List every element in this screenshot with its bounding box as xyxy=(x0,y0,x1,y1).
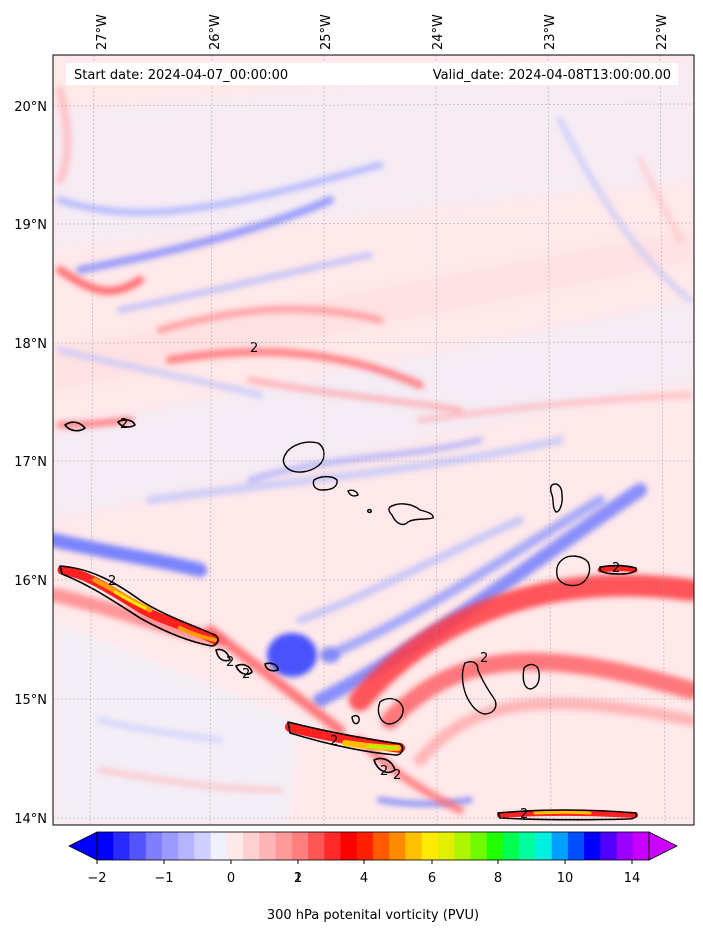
colorbar-swatch xyxy=(308,832,325,860)
colorbar-swatch xyxy=(454,832,471,860)
map-frame xyxy=(52,54,695,826)
contour-label: 2 xyxy=(380,764,388,779)
negative-pv-streaks xyxy=(53,117,693,807)
island-sao-vicente xyxy=(312,475,338,491)
colorbar-tick-label: 6 xyxy=(428,871,436,886)
colorbar-ticks xyxy=(96,860,633,864)
contour-label: 2 xyxy=(250,341,258,356)
colorbar-tick-label: 14 xyxy=(624,871,641,886)
island-boa-vista xyxy=(556,555,591,587)
negative-pv-core xyxy=(267,633,317,677)
colorbar-tick-label: 0 xyxy=(227,871,235,886)
colorbar-tick-labels: −2 −1 0 1 2 4 6 8 10 14 xyxy=(87,871,640,886)
colorbar-swatch xyxy=(437,832,455,860)
latitude-labels: 20°N 19°N 18°N 17°N 16°N 15°N 14°N xyxy=(14,100,47,827)
contour-labels: 2 2 2 2 2 2 2 2 2 2 2 xyxy=(108,341,620,822)
colorbar-tick-label: −2 xyxy=(87,871,106,886)
colorbar-swatch xyxy=(373,832,390,860)
colorbar: −2 −1 0 1 2 4 6 8 10 14 300 hPa potenita… xyxy=(68,831,678,923)
colorbar-swatch xyxy=(470,832,488,860)
colorbar-frame xyxy=(96,831,650,861)
colorbar-tick-label: 1 xyxy=(294,871,302,886)
lat-label: 15°N xyxy=(14,693,47,708)
colorbar-tick-label: 2 xyxy=(294,871,302,886)
lon-label: 25°W xyxy=(319,14,334,50)
colorbar-swatch xyxy=(259,832,277,860)
colorbar-swatch xyxy=(421,832,439,860)
lat-label: 20°N xyxy=(14,100,47,115)
colorbar-swatch xyxy=(129,832,147,860)
colorbar-over-arrow xyxy=(648,831,678,861)
island-maio xyxy=(522,663,540,690)
colorbar-tick-label: 10 xyxy=(557,871,574,886)
contour-label: 2 xyxy=(520,807,528,822)
lat-label: 16°N xyxy=(14,574,47,589)
island-santa-luzia xyxy=(347,489,359,497)
island-brava xyxy=(351,714,360,725)
island-sal xyxy=(549,483,563,513)
colorbar-swatch xyxy=(616,832,634,860)
colorbar-swatch xyxy=(291,832,309,860)
date-banner xyxy=(66,63,678,85)
contour-label: 2 xyxy=(330,734,338,749)
colorbar-swatch xyxy=(356,832,374,860)
start-date-label: Start date: 2024-04-07_00:00:00 xyxy=(74,68,288,83)
colorbar-swatches xyxy=(97,832,650,860)
colorbar-swatch xyxy=(161,832,179,860)
colorbar-swatch xyxy=(324,832,342,860)
lon-label: 24°W xyxy=(431,14,446,50)
gridlines xyxy=(53,55,694,825)
colorbar-swatch xyxy=(243,832,260,860)
lon-label: 26°W xyxy=(208,14,223,50)
colorbar-swatch xyxy=(210,832,228,860)
colorbar-swatch xyxy=(145,832,163,860)
colorbar-swatch xyxy=(194,832,212,860)
map-panel: 2 2 2 2 2 2 2 2 2 2 2 xyxy=(53,55,694,825)
lat-label: 14°N xyxy=(14,812,47,827)
contour-label: 2 xyxy=(120,417,128,432)
colorbar-swatch xyxy=(535,832,553,860)
colorbar-swatch xyxy=(584,832,601,860)
colorbar-swatch xyxy=(178,832,195,860)
colorbar-under-arrow xyxy=(68,831,98,861)
island-santiago xyxy=(461,661,497,715)
high-pv-filaments xyxy=(57,565,638,818)
contour-label: 2 xyxy=(242,667,250,682)
colorbar-swatch xyxy=(519,832,536,860)
contour-label: 2 xyxy=(108,574,116,589)
colorbar-tick-label: 8 xyxy=(494,871,502,886)
lat-label: 18°N xyxy=(14,337,47,352)
island-santo-antao xyxy=(282,441,325,473)
lat-label: 19°N xyxy=(14,218,47,233)
colorbar-swatch xyxy=(226,832,244,860)
longitude-labels: 27°W 26°W 25°W 24°W 23°W 22°W xyxy=(95,14,670,50)
colorbar-swatch xyxy=(405,832,423,860)
lon-label: 22°W xyxy=(655,14,670,50)
colorbar-swatch xyxy=(551,832,569,860)
colorbar-title: 300 hPa potenital vorticity (PVU) xyxy=(267,908,479,923)
colorbar-swatch xyxy=(340,832,358,860)
island-sao-nicolau xyxy=(388,503,434,526)
colorbar-swatch xyxy=(502,832,520,860)
colorbar-swatch xyxy=(97,832,114,860)
lon-label: 23°W xyxy=(543,14,558,50)
colorbar-swatch xyxy=(567,832,585,860)
colorbar-swatch xyxy=(632,832,650,860)
colorbar-swatch xyxy=(113,832,130,860)
lon-label: 27°W xyxy=(95,14,110,50)
colorbar-tick-label: 4 xyxy=(360,871,368,886)
contour-label: 2 xyxy=(393,768,401,783)
contour-label: 2 xyxy=(480,651,488,666)
contour-label: 2 xyxy=(612,561,620,576)
colorbar-swatch xyxy=(275,832,293,860)
colorbar-swatch xyxy=(600,832,618,860)
pv-2-contours xyxy=(59,419,638,821)
colorbar-swatch xyxy=(486,832,504,860)
valid-date-label: Valid_date: 2024-04-08T13:00:00.00 xyxy=(433,68,671,83)
lat-label: 17°N xyxy=(14,455,47,470)
contour-label: 2 xyxy=(226,655,234,670)
colorbar-tick-label: −1 xyxy=(154,871,173,886)
colorbar-swatch xyxy=(389,832,406,860)
